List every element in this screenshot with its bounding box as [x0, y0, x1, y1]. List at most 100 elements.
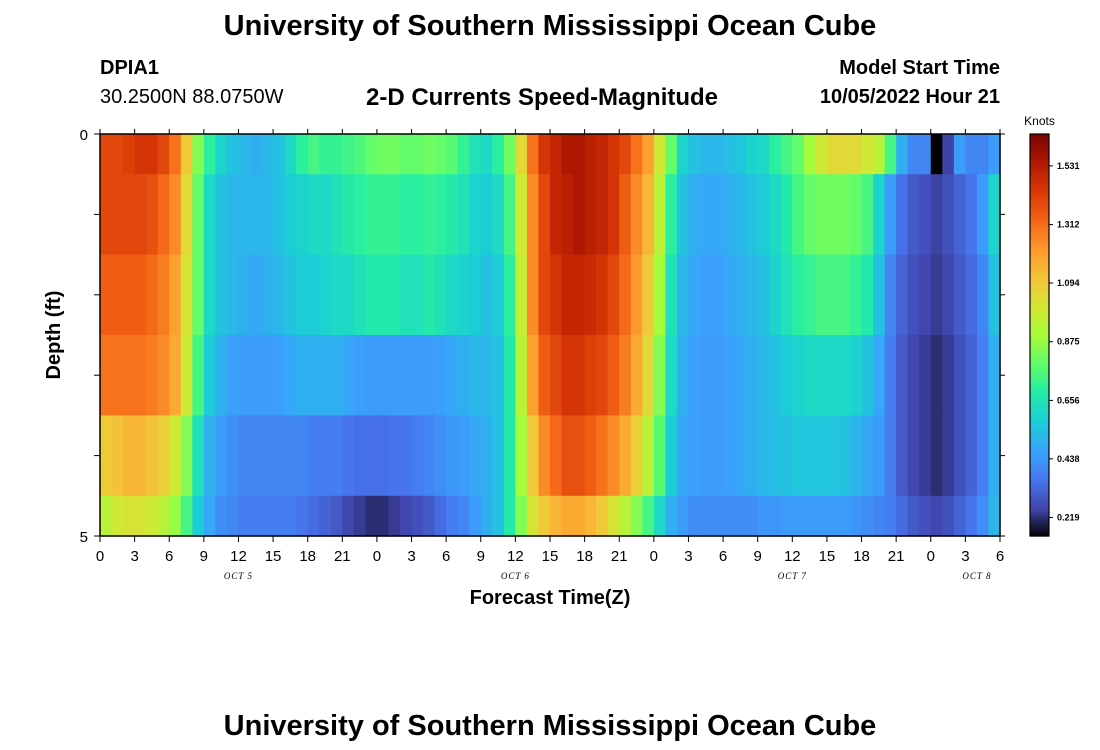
heatmap-cell	[169, 335, 182, 416]
colorbar-segment	[1030, 383, 1049, 386]
colorbar-segment	[1030, 272, 1049, 276]
heatmap-cell	[284, 495, 297, 537]
colorbar-segment	[1030, 345, 1049, 348]
heatmap-cell	[676, 495, 690, 537]
heatmap-cell	[561, 495, 574, 537]
heatmap-cell	[492, 174, 505, 256]
heatmap-cell	[711, 134, 724, 175]
heatmap-cell	[296, 415, 309, 497]
heatmap-cell	[457, 335, 470, 416]
heatmap-cell	[226, 495, 240, 537]
x-tick-label: 6	[719, 548, 727, 565]
heatmap-cell	[665, 134, 678, 175]
colorbar-segment	[1030, 298, 1049, 302]
heatmap-cell	[619, 254, 632, 336]
colorbar-segment	[1030, 441, 1049, 445]
heatmap-cell	[296, 134, 309, 175]
colorbar-segment	[1030, 445, 1049, 449]
heatmap-cell	[411, 254, 424, 336]
heatmap-cell	[746, 495, 759, 537]
heatmap-cell	[711, 254, 724, 336]
heatmap-cell	[492, 415, 505, 497]
heatmap-cell	[780, 415, 793, 497]
heatmap-cell	[642, 134, 655, 175]
colorbar-segment	[1030, 332, 1049, 336]
colorbar-segment	[1030, 531, 1049, 535]
heatmap-cell	[688, 254, 701, 336]
heatmap-cell	[515, 495, 528, 537]
colorbar-segment	[1030, 172, 1049, 175]
heatmap-cell	[838, 254, 851, 336]
colorbar-segment	[1030, 274, 1049, 278]
heatmap-cell	[180, 134, 193, 175]
heatmap-cell	[469, 254, 482, 336]
heatmap-cell	[180, 174, 193, 256]
heatmap-cell	[723, 495, 736, 537]
heatmap-cell	[469, 134, 482, 175]
colorbar-segment	[1030, 258, 1049, 262]
colorbar-segment	[1030, 236, 1049, 240]
heatmap-cell	[953, 174, 966, 256]
heatmap-cell	[515, 174, 528, 256]
colorbar-segment	[1030, 270, 1049, 274]
heatmap-cell	[100, 495, 113, 537]
colorbar-segment	[1030, 437, 1049, 441]
heatmap-cell	[353, 415, 366, 497]
heatmap-cell	[607, 495, 620, 537]
heatmap-cell	[711, 174, 724, 256]
colorbar-segment	[1030, 363, 1049, 366]
heatmap-cell	[642, 335, 655, 416]
colorbar-segment	[1030, 489, 1049, 493]
heatmap-cell	[850, 174, 863, 256]
heatmap-cell	[619, 335, 632, 416]
colorbar-segment	[1030, 353, 1049, 356]
heatmap-cell	[273, 134, 286, 175]
colorbar-segment	[1030, 343, 1049, 346]
x-tick-label: 18	[299, 548, 316, 565]
colorbar-segment	[1030, 206, 1049, 209]
heatmap-cell	[746, 335, 759, 416]
colorbar-segment	[1030, 457, 1049, 461]
colorbar-segment	[1030, 288, 1049, 292]
heatmap-cell	[757, 495, 770, 537]
heatmap-cell	[100, 254, 113, 336]
heatmap-cell	[861, 134, 874, 175]
colorbar-segment	[1030, 202, 1049, 205]
chart-subtitle: 2-D Currents Speed-Magnitude	[366, 84, 719, 111]
colorbar-segment	[1030, 324, 1049, 328]
colorbar-segment	[1030, 495, 1049, 499]
colorbar-segment	[1030, 308, 1049, 312]
heatmap-cell	[688, 335, 701, 416]
heatmap-cell	[365, 415, 378, 497]
heatmap-cell	[653, 174, 666, 256]
colorbar-segment	[1030, 507, 1049, 511]
heatmap-cell	[157, 415, 170, 497]
heatmap-cell	[503, 134, 516, 175]
heatmap-cell	[676, 134, 690, 175]
heatmap-cell	[573, 134, 586, 175]
heatmap-cell	[376, 415, 390, 497]
colorbar-segment	[1030, 485, 1049, 489]
colorbar-segment	[1030, 511, 1049, 515]
heatmap-cell	[261, 335, 274, 416]
heatmap-cell	[884, 415, 897, 497]
colorbar-segment	[1030, 519, 1049, 523]
heatmap-cell	[157, 335, 170, 416]
heatmap-cell	[446, 254, 459, 336]
heatmap-cell	[896, 495, 909, 537]
colorbar-segment	[1030, 475, 1049, 479]
heatmap-cell	[284, 254, 297, 336]
heatmap-cell	[388, 415, 401, 497]
heatmap-cell	[665, 495, 678, 537]
heatmap-cell	[376, 174, 390, 256]
heatmap-cell	[596, 415, 609, 497]
colorbar-segment	[1030, 523, 1049, 527]
heatmap-cell	[803, 254, 816, 336]
colorbar-segment	[1030, 509, 1049, 513]
colorbar-segment	[1030, 230, 1049, 234]
heatmap-cell	[942, 495, 955, 537]
x-tick-label: 18	[576, 548, 593, 565]
heatmap-cell	[157, 174, 170, 256]
x-tick-label: 15	[542, 548, 559, 565]
colorbar-segment	[1030, 503, 1049, 507]
